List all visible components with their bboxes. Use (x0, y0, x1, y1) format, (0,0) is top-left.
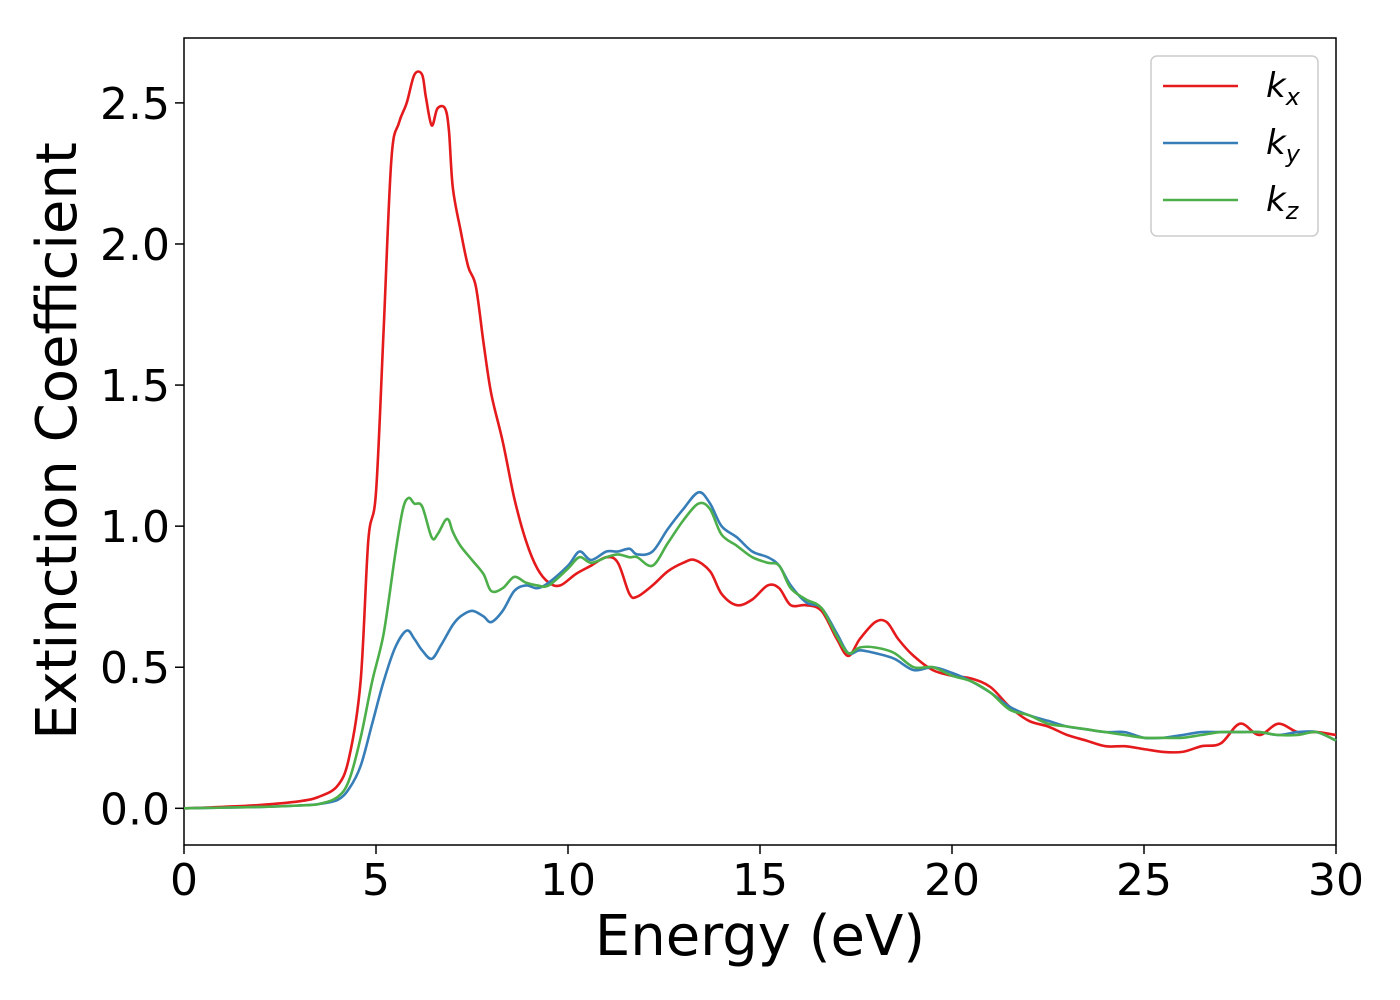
y-tick-label: 0.5 (100, 643, 170, 694)
legend-box (1150, 55, 1319, 237)
x-axis-label: Energy (eV) (595, 904, 925, 969)
series-line-x (183, 70, 1337, 810)
y-tick-label: 2.5 (100, 79, 170, 130)
y-axis-label: Extinction Coefficient (25, 142, 90, 740)
x-tick-label: 30 (1308, 855, 1364, 906)
x-axis: 0 5 10 15 20 25 30 (170, 845, 1364, 906)
y-tick-label: 2.0 (100, 220, 170, 271)
x-tick-label: 20 (924, 855, 980, 906)
x-tick-label: 10 (540, 855, 596, 906)
x-tick-label: 5 (362, 855, 390, 906)
y-tick-label: 1.5 (100, 361, 170, 412)
series-line-y (183, 490, 1337, 810)
x-tick-label: 0 (170, 855, 198, 906)
y-axis: 0.0 0.5 1.0 1.5 2.0 2.5 (100, 79, 184, 835)
x-tick-label: 25 (1116, 855, 1172, 906)
y-tick-label: 1.0 (100, 502, 170, 553)
x-tick-label: 15 (732, 855, 788, 906)
y-tick-label: 0.0 (100, 784, 170, 835)
series-line-z (183, 496, 1337, 810)
series-layer (183, 70, 1337, 810)
